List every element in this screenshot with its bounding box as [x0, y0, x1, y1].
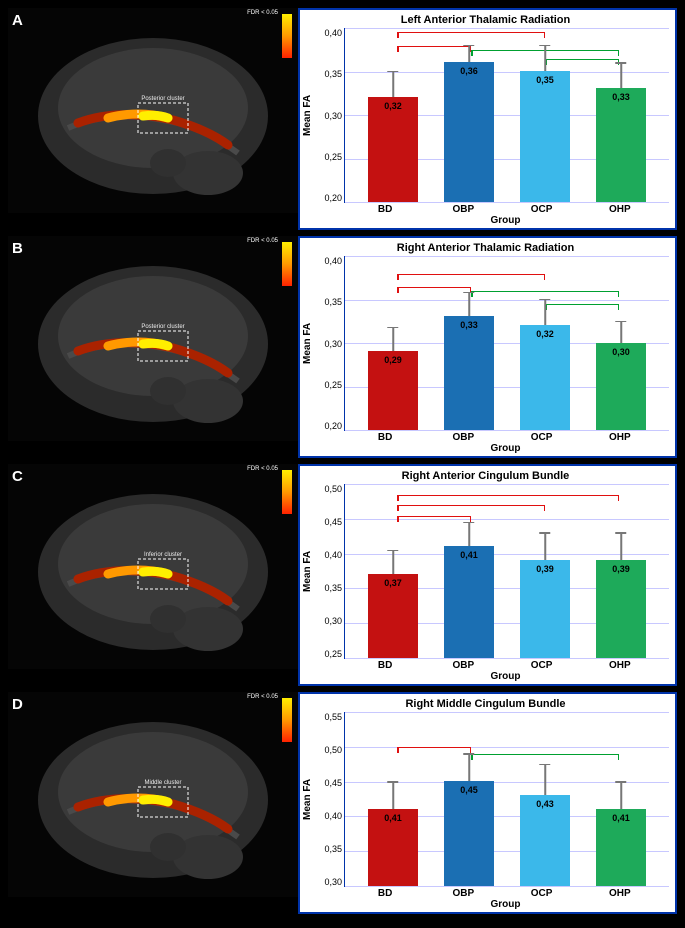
bar-value-label: 0,32	[536, 329, 554, 339]
brain-svg-A: Posterior cluster	[8, 8, 298, 213]
panel-A: A Posterior cluster FDR < 0.05 Left Ante…	[8, 8, 677, 230]
bar-value-label: 0,43	[536, 799, 554, 809]
y-ticks: 0,500,450,400,350,300,25	[316, 484, 344, 659]
brain-image: Middle cluster FDR < 0.05	[8, 692, 298, 897]
plot-area: 0,32 0,36 0,35 0,33	[344, 28, 669, 203]
chart: Right Middle Cingulum Bundle Mean FA 0,5…	[298, 692, 677, 914]
bar-OCP: 0,32	[520, 325, 570, 430]
svg-text:Middle cluster: Middle cluster	[144, 780, 181, 786]
bar-value-label: 0,29	[384, 355, 402, 365]
bar-BD: 0,37	[368, 574, 418, 658]
bar-OBP: 0,41	[444, 546, 494, 658]
bar-OCP: 0,35	[520, 71, 570, 202]
plot-area: 0,37 0,41 0,39 0,39	[344, 484, 669, 659]
panel-C: C Inferior cluster FDR < 0.05 Right Ante…	[8, 464, 677, 686]
bar-OBP: 0,33	[444, 316, 494, 430]
colorbar-label: FDR < 0.05	[247, 238, 278, 244]
bar-value-label: 0,33	[460, 320, 478, 330]
brain-svg-C: Inferior cluster	[8, 464, 298, 669]
y-ticks: 0,400,350,300,250,20	[316, 256, 344, 431]
panel-D: D Middle cluster FDR < 0.05 Right Middle…	[8, 692, 677, 914]
panel-B: B Posterior cluster FDR < 0.05 Right Ant…	[8, 236, 677, 458]
bar-value-label: 0,36	[460, 66, 478, 76]
colorbar-label: FDR < 0.05	[247, 10, 278, 16]
svg-text:Posterior cluster: Posterior cluster	[141, 96, 184, 102]
bar-value-label: 0,41	[384, 813, 402, 823]
bar-value-label: 0,32	[384, 101, 402, 111]
x-ticks: BDOBPOCPOHP	[302, 887, 669, 899]
brain-svg-B: Posterior cluster	[8, 236, 298, 441]
chart-title: Right Middle Cingulum Bundle	[302, 698, 669, 710]
bar-OHP: 0,39	[596, 560, 646, 658]
y-axis-label: Mean FA	[302, 28, 316, 203]
colorbar	[282, 14, 292, 58]
bar-BD: 0,29	[368, 351, 418, 430]
colorbar-label: FDR < 0.05	[247, 466, 278, 472]
bar-OHP: 0,30	[596, 343, 646, 431]
bar-value-label: 0,39	[536, 564, 554, 574]
x-axis-label: Group	[302, 899, 669, 910]
x-ticks: BDOBPOCPOHP	[302, 659, 669, 671]
bar-OBP: 0,36	[444, 62, 494, 202]
chart: Left Anterior Thalamic Radiation Mean FA…	[298, 8, 677, 230]
panel-label: B	[12, 240, 23, 257]
bar-OHP: 0,41	[596, 809, 646, 886]
bar-value-label: 0,45	[460, 785, 478, 795]
bar-OBP: 0,45	[444, 781, 494, 886]
brain-image: Inferior cluster FDR < 0.05	[8, 464, 298, 669]
chart-title: Right Anterior Thalamic Radiation	[302, 242, 669, 254]
bar-BD: 0,41	[368, 809, 418, 886]
chart-title: Left Anterior Thalamic Radiation	[302, 14, 669, 26]
colorbar-label: FDR < 0.05	[247, 694, 278, 700]
bar-value-label: 0,30	[612, 347, 630, 357]
plot-area: 0,41 0,45 0,43 0,41	[344, 712, 669, 887]
bar-value-label: 0,33	[612, 92, 630, 102]
bar-value-label: 0,35	[536, 75, 554, 85]
svg-text:Inferior cluster: Inferior cluster	[144, 552, 182, 558]
brain-image: Posterior cluster FDR < 0.05	[8, 236, 298, 441]
x-axis-label: Group	[302, 443, 669, 454]
colorbar	[282, 242, 292, 286]
bar-value-label: 0,41	[612, 813, 630, 823]
bar-value-label: 0,39	[612, 564, 630, 574]
bar-value-label: 0,41	[460, 550, 478, 560]
x-ticks: BDOBPOCPOHP	[302, 431, 669, 443]
panel-label: A	[12, 12, 23, 29]
svg-text:Posterior cluster: Posterior cluster	[141, 324, 184, 330]
plot-area: 0,29 0,33 0,32 0,30	[344, 256, 669, 431]
panel-label: C	[12, 468, 23, 485]
figure-root: A Posterior cluster FDR < 0.05 Left Ante…	[8, 8, 677, 914]
colorbar	[282, 470, 292, 514]
x-axis-label: Group	[302, 215, 669, 226]
x-ticks: BDOBPOCPOHP	[302, 203, 669, 215]
bar-BD: 0,32	[368, 97, 418, 202]
chart-title: Right Anterior Cingulum Bundle	[302, 470, 669, 482]
chart: Right Anterior Cingulum Bundle Mean FA 0…	[298, 464, 677, 686]
y-axis-label: Mean FA	[302, 712, 316, 887]
chart: Right Anterior Thalamic Radiation Mean F…	[298, 236, 677, 458]
panel-label: D	[12, 696, 23, 713]
bar-OCP: 0,43	[520, 795, 570, 886]
y-ticks: 0,550,500,450,400,350,30	[316, 712, 344, 887]
x-axis-label: Group	[302, 671, 669, 682]
y-axis-label: Mean FA	[302, 484, 316, 659]
bar-OCP: 0,39	[520, 560, 570, 658]
colorbar	[282, 698, 292, 742]
y-axis-label: Mean FA	[302, 256, 316, 431]
y-ticks: 0,400,350,300,250,20	[316, 28, 344, 203]
bar-OHP: 0,33	[596, 88, 646, 202]
brain-svg-D: Middle cluster	[8, 692, 298, 897]
brain-image: Posterior cluster FDR < 0.05	[8, 8, 298, 213]
bar-value-label: 0,37	[384, 578, 402, 588]
